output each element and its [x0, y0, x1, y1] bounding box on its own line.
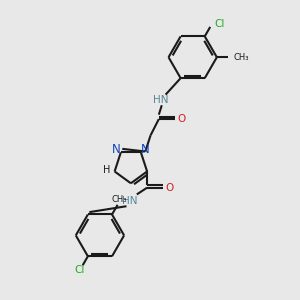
- Text: CH₃: CH₃: [111, 195, 127, 204]
- Text: Cl: Cl: [214, 20, 225, 29]
- Text: CH₃: CH₃: [234, 53, 249, 62]
- Text: HN: HN: [122, 196, 137, 206]
- Text: N: N: [112, 143, 121, 156]
- Text: N: N: [141, 143, 150, 156]
- Text: H: H: [103, 165, 110, 175]
- Text: O: O: [177, 114, 186, 124]
- Text: HN: HN: [153, 95, 168, 105]
- Text: O: O: [166, 183, 174, 193]
- Text: Cl: Cl: [74, 265, 85, 275]
